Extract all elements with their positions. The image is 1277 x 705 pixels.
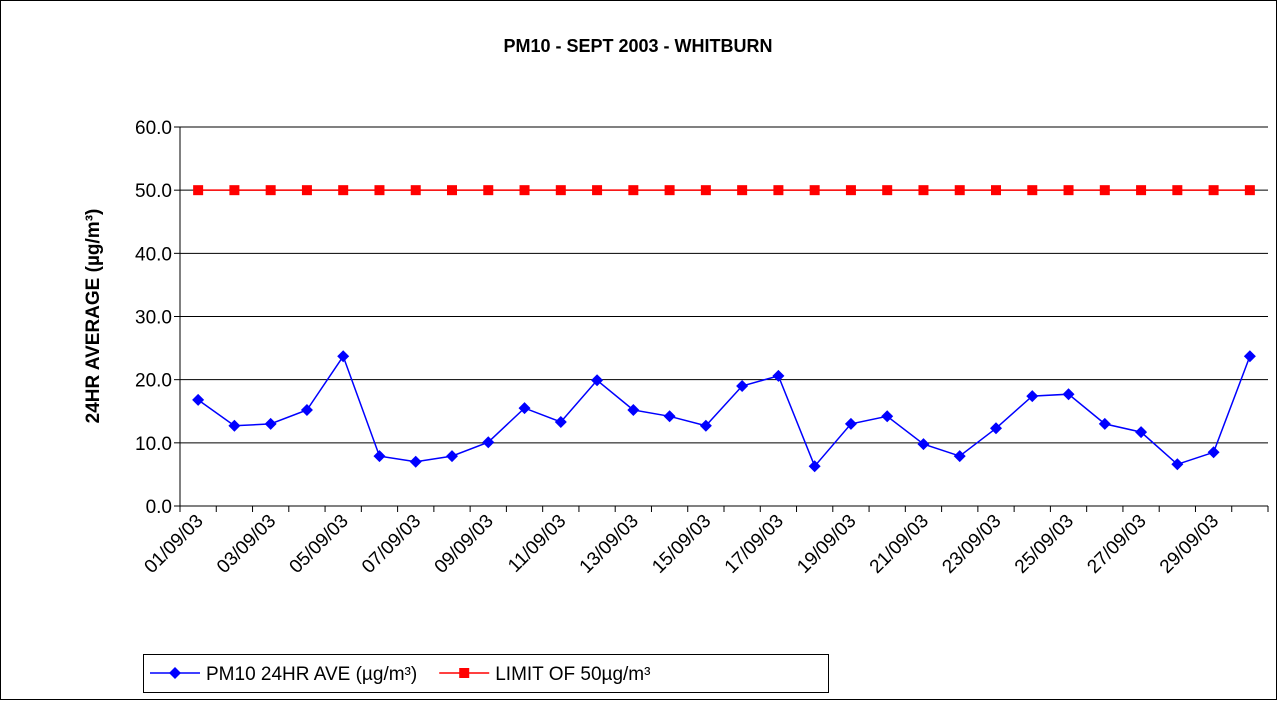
marker [337, 350, 350, 363]
marker [446, 450, 458, 463]
marker [338, 185, 349, 196]
y-tick-label: 50.0 [135, 181, 172, 202]
marker [447, 185, 457, 196]
y-tick-label: 10.0 [135, 434, 172, 455]
marker [918, 185, 929, 196]
marker [1062, 388, 1075, 401]
marker [169, 667, 181, 679]
marker [844, 417, 857, 430]
marker [1026, 390, 1039, 403]
marker [518, 402, 531, 415]
marker [1208, 185, 1219, 196]
marker [591, 374, 604, 387]
y-tick-label: 20.0 [135, 371, 172, 392]
marker [1027, 185, 1038, 196]
series-line [197, 354, 1251, 468]
marker [193, 185, 204, 196]
marker [773, 185, 784, 196]
marker [1243, 350, 1256, 363]
marker [228, 419, 241, 432]
marker [373, 450, 386, 463]
marker [192, 393, 205, 406]
marker [809, 185, 820, 196]
marker [374, 185, 385, 196]
marker [990, 422, 1002, 435]
marker [264, 417, 277, 430]
marker [300, 403, 313, 416]
marker [627, 403, 640, 416]
marker [699, 419, 712, 432]
marker [737, 185, 748, 196]
y-tick-label: 0.0 [146, 497, 172, 518]
marker [917, 438, 930, 451]
marker [772, 369, 785, 382]
marker [991, 185, 1001, 196]
marker [1136, 185, 1147, 196]
marker [229, 185, 240, 196]
y-tick-label: 30.0 [135, 308, 172, 329]
marker [459, 668, 470, 678]
marker [1063, 185, 1074, 196]
marker [845, 185, 856, 196]
marker [954, 185, 965, 196]
marker [301, 185, 312, 196]
marker [663, 410, 676, 423]
marker [953, 450, 966, 463]
y-axis-title: 24HR AVERAGE (µg/m³) [83, 209, 104, 424]
marker [519, 185, 530, 196]
marker [882, 185, 893, 196]
marker [410, 185, 421, 196]
marker [409, 455, 422, 468]
marker [736, 379, 749, 392]
marker [482, 436, 495, 449]
marker [555, 185, 566, 196]
y-tick-label: 40.0 [135, 244, 172, 265]
marker [1098, 417, 1111, 430]
marker [483, 185, 494, 196]
marker [1099, 185, 1110, 196]
marker [808, 460, 821, 473]
marker [554, 415, 567, 428]
marker [628, 185, 639, 196]
marker [1171, 458, 1184, 471]
legend-label: PM10 24HR AVE (µg/m³) [206, 664, 417, 685]
marker [1207, 446, 1220, 459]
marker [881, 410, 894, 423]
chart-title: PM10 - SEPT 2003 - WHITBURN [503, 36, 772, 56]
marker [664, 185, 675, 196]
marker [265, 185, 276, 196]
marker [700, 185, 711, 196]
marker [1135, 426, 1148, 439]
y-tick-label: 60.0 [135, 118, 172, 139]
legend-box [143, 654, 829, 693]
legend-label: LIMIT OF 50µg/m³ [495, 664, 650, 685]
marker [592, 185, 603, 196]
marker [1172, 185, 1183, 196]
marker [1244, 185, 1255, 196]
